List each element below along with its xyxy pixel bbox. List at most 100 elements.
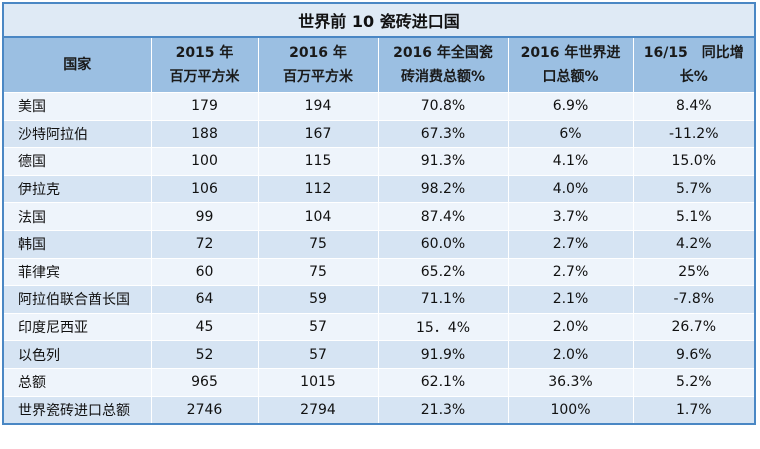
value-cell: 67.3%	[377, 119, 509, 149]
column-header-4: 2016 年世界进 口总额%	[507, 36, 634, 93]
value-cell: 106	[150, 174, 259, 204]
column-header-2: 2016 年百万平方米	[257, 36, 379, 93]
value-cell: 4.2%	[632, 229, 756, 259]
value-cell: 91.9%	[377, 340, 509, 369]
value-cell: 179	[150, 92, 259, 121]
value-cell: 115	[257, 147, 379, 176]
header-row: 国家 2015 年百万平方米 2016 年百万平方米 2016 年全国瓷 砖消费总额% 2…	[2, 36, 756, 93]
column-header-line1: 16/15 同比增	[643, 45, 744, 61]
value-cell: 965	[150, 367, 259, 397]
table-body: 美国 179 194 70.8% 6.9% 8.4% 沙特阿拉伯 188 167 67.3% 6% -…	[2, 92, 756, 425]
country-cell: 韩国	[2, 229, 152, 259]
value-cell: 36.3%	[507, 367, 634, 397]
value-cell: 87.4%	[377, 202, 509, 231]
column-header-line1: 2016 年全国瓷	[393, 45, 493, 61]
table-row: 伊拉克 106 112 98.2% 4.0% 5.7%	[2, 174, 756, 204]
value-cell: 1.7%	[632, 395, 756, 425]
value-cell: 25%	[632, 257, 756, 287]
value-cell: 26.7%	[632, 312, 756, 342]
value-cell: 3.7%	[507, 202, 634, 231]
country-cell: 阿拉伯联合酋长国	[2, 285, 152, 314]
column-header-line2: 砖消费总额%	[400, 69, 486, 85]
value-cell: 21.3%	[377, 395, 509, 425]
value-cell: -11.2%	[632, 119, 756, 149]
value-cell: 2.7%	[507, 229, 634, 259]
value-cell: 2794	[257, 395, 379, 425]
value-cell: 65.2%	[377, 257, 509, 287]
country-cell: 德国	[2, 147, 152, 176]
value-cell: 57	[257, 312, 379, 342]
value-cell: 15．4%	[377, 312, 509, 342]
value-cell: -7.8%	[632, 285, 756, 314]
country-cell: 菲律宾	[2, 257, 152, 287]
value-cell: 75	[257, 257, 379, 287]
value-cell: 2.0%	[507, 340, 634, 369]
column-header-0: 国家	[2, 36, 152, 93]
table-row: 阿拉伯联合酋长国 64 59 71.1% 2.1% -7.8%	[2, 285, 756, 314]
table-row: 美国 179 194 70.8% 6.9% 8.4%	[2, 92, 756, 121]
value-cell: 15.0%	[632, 147, 756, 176]
table-row: 总额 965 1015 62.1% 36.3% 5.2%	[2, 367, 756, 397]
column-header-line2: 口总额%	[542, 69, 599, 85]
column-header-line1: 2015 年	[175, 45, 234, 61]
value-cell: 59	[257, 285, 379, 314]
table-row: 韩国 72 75 60.0% 2.7% 4.2%	[2, 229, 756, 259]
value-cell: 62.1%	[377, 367, 509, 397]
value-cell: 6.9%	[507, 92, 634, 121]
value-cell: 57	[257, 340, 379, 369]
column-header-line1: 国家	[63, 57, 92, 73]
country-cell: 伊拉克	[2, 174, 152, 204]
column-header-line2: 长%	[679, 69, 708, 85]
value-cell: 6%	[507, 119, 634, 149]
value-cell: 100	[150, 147, 259, 176]
value-cell: 5.7%	[632, 174, 756, 204]
column-header-1: 2015 年百万平方米	[150, 36, 259, 93]
value-cell: 60.0%	[377, 229, 509, 259]
value-cell: 104	[257, 202, 379, 231]
value-cell: 1015	[257, 367, 379, 397]
value-cell: 72	[150, 229, 259, 259]
country-cell: 总额	[2, 367, 152, 397]
value-cell: 188	[150, 119, 259, 149]
value-cell: 52	[150, 340, 259, 369]
value-cell: 98.2%	[377, 174, 509, 204]
value-cell: 167	[257, 119, 379, 149]
table-row: 法国 99 104 87.4% 3.7% 5.1%	[2, 202, 756, 231]
value-cell: 99	[150, 202, 259, 231]
table-row: 菲律宾 60 75 65.2% 2.7% 25%	[2, 257, 756, 287]
country-cell: 沙特阿拉伯	[2, 119, 152, 149]
country-cell: 以色列	[2, 340, 152, 369]
value-cell: 194	[257, 92, 379, 121]
column-header-line1: 2016 年世界进	[520, 45, 621, 61]
country-cell: 印度尼西亚	[2, 312, 152, 342]
table-row: 德国 100 115 91.3% 4.1% 15.0%	[2, 147, 756, 176]
value-cell: 60	[150, 257, 259, 287]
value-cell: 70.8%	[377, 92, 509, 121]
value-cell: 9.6%	[632, 340, 756, 369]
value-cell: 5.2%	[632, 367, 756, 397]
value-cell: 45	[150, 312, 259, 342]
column-header-line1: 2016 年	[289, 45, 347, 61]
value-cell: 2746	[150, 395, 259, 425]
column-header-5: 16/15 同比增 长%	[632, 36, 756, 93]
value-cell: 112	[257, 174, 379, 204]
value-cell: 64	[150, 285, 259, 314]
value-cell: 100%	[507, 395, 634, 425]
country-cell: 美国	[2, 92, 152, 121]
table-title: 世界前 10 瓷砖进口国	[2, 2, 756, 38]
value-cell: 75	[257, 229, 379, 259]
column-header-3: 2016 年全国瓷 砖消费总额%	[377, 36, 509, 93]
value-cell: 4.1%	[507, 147, 634, 176]
value-cell: 8.4%	[632, 92, 756, 121]
value-cell: 4.0%	[507, 174, 634, 204]
column-header-line2: 百万平方米	[283, 69, 353, 85]
value-cell: 71.1%	[377, 285, 509, 314]
value-cell: 2.1%	[507, 285, 634, 314]
table-row: 世界瓷砖进口总额 2746 2794 21.3% 100% 1.7%	[2, 395, 756, 425]
value-cell: 91.3%	[377, 147, 509, 176]
table-row: 印度尼西亚 45 57 15．4% 2.0% 26.7%	[2, 312, 756, 342]
table-row: 以色列 52 57 91.9% 2.0% 9.6%	[2, 340, 756, 369]
value-cell: 2.0%	[507, 312, 634, 342]
value-cell: 5.1%	[632, 202, 756, 231]
